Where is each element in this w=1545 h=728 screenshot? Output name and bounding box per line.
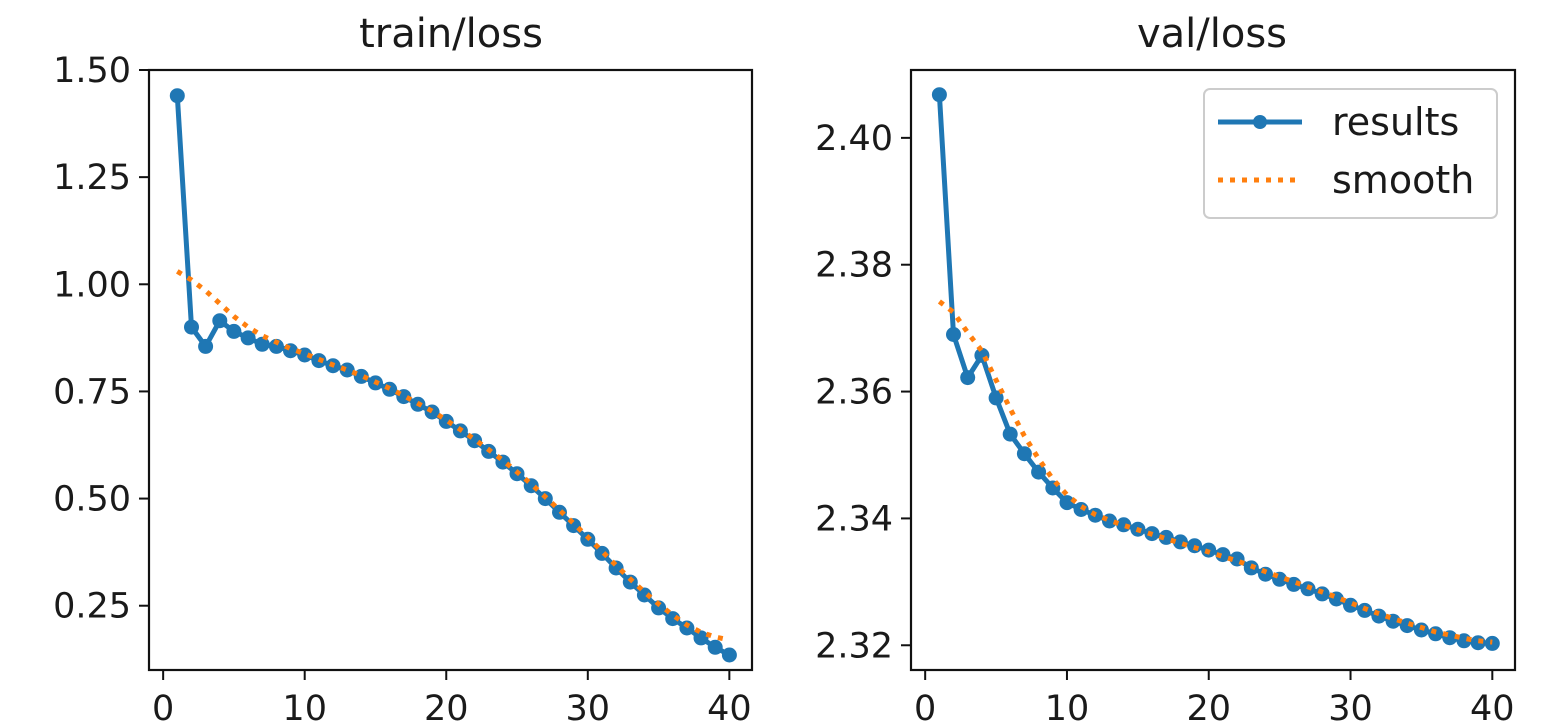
x-tick-label: 0 (152, 689, 174, 728)
results-point (1215, 547, 1231, 563)
results-point (1470, 635, 1486, 651)
results-point (707, 639, 723, 655)
y-tick-label: 2.34 (815, 499, 893, 539)
results-point (198, 338, 214, 354)
results-point (960, 370, 976, 386)
legend-results-marker (1253, 115, 1267, 129)
results-point (353, 368, 369, 384)
smooth-line (937, 299, 1493, 645)
legend-label-smooth: smooth (1332, 158, 1474, 202)
y-tick-label: 2.32 (815, 626, 893, 666)
train-loss-ticks: 0 10 20 30 40 0.25 0.50 0.75 1.00 1.25 1.50 (53, 51, 752, 728)
results-point (1031, 464, 1047, 480)
train-loss-axes-frame (147, 68, 754, 672)
results-point (931, 87, 947, 103)
results-point (382, 381, 398, 397)
results-point (1343, 597, 1358, 613)
x-tick-label: 20 (424, 689, 469, 728)
y-tick-label: 2.36 (815, 373, 893, 413)
results-point (946, 327, 961, 342)
y-tick-label: 1.50 (53, 51, 131, 91)
results-point (169, 88, 185, 104)
y-tick-label: 2.40 (815, 119, 893, 159)
x-tick-label: 40 (1470, 689, 1515, 728)
y-tick-label: 1.25 (53, 158, 131, 198)
panel-title: val/loss (1137, 11, 1287, 57)
y-tick-label: 0.75 (53, 372, 131, 412)
results-point (268, 338, 284, 354)
results-point (651, 600, 667, 616)
results-point (1484, 635, 1500, 651)
x-tick-label: 0 (914, 689, 936, 728)
results-point (721, 647, 737, 663)
results-point (1016, 446, 1032, 462)
results-point (636, 587, 652, 603)
results-point (1059, 495, 1075, 511)
y-tick-label: 0.25 (53, 587, 131, 627)
results-point (283, 343, 298, 359)
results-point (693, 630, 709, 646)
x-tick-label: 20 (1186, 689, 1231, 728)
results-point (226, 323, 242, 339)
train-loss-panel: train/loss 0 10 20 30 40 0.25 0.50 0.75 1.00 1.25… (53, 11, 754, 728)
results-point (254, 336, 270, 352)
x-tick-label: 40 (707, 689, 752, 728)
y-tick-label: 0.50 (53, 480, 131, 520)
x-tick-label: 30 (1328, 689, 1373, 728)
results-point (1371, 608, 1387, 624)
train-loss-marks (169, 88, 737, 663)
val-loss-marks (931, 87, 1500, 651)
val-loss-axes-frame (909, 68, 1517, 672)
x-tick-label: 10 (282, 689, 327, 728)
panel-title: train/loss (359, 11, 543, 57)
results-point (988, 390, 1004, 406)
results-point (240, 330, 256, 346)
results-point (1073, 502, 1089, 517)
results-point (184, 319, 199, 335)
y-tick-label: 1.00 (53, 265, 131, 305)
results-point (1002, 426, 1018, 442)
y-tick-label: 2.38 (815, 246, 893, 286)
results-point (679, 620, 695, 636)
legend: results smooth (1203, 88, 1498, 219)
results-point (212, 313, 228, 329)
val-loss-panel: val/loss 0 10 20 30 40 2.32 2.34 2.36 2.38 2.40 r… (815, 11, 1517, 728)
x-tick-label: 30 (566, 689, 611, 728)
results-point (1158, 529, 1174, 545)
val-loss-ticks: 0 10 20 30 40 2.32 2.34 2.36 2.38 2.40 (815, 119, 1515, 728)
x-tick-label: 10 (1045, 689, 1090, 728)
legend-label-results: results (1332, 100, 1459, 144)
